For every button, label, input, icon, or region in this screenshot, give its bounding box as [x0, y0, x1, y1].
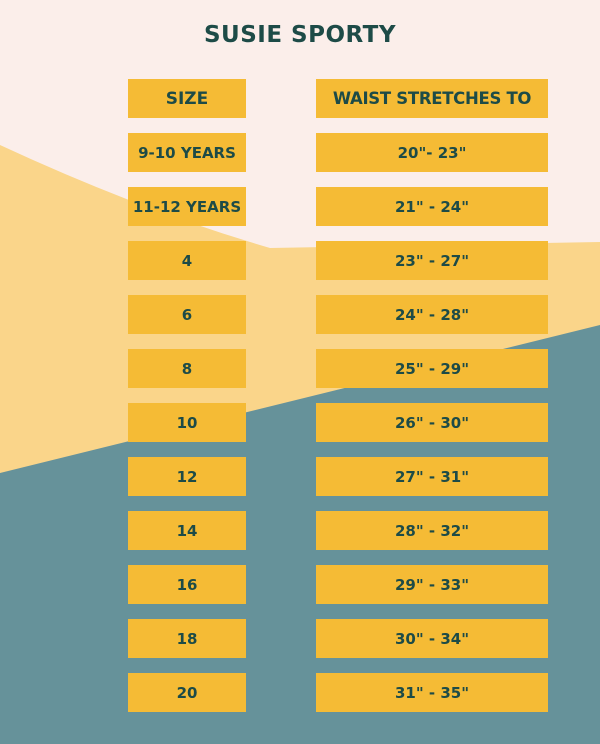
waist-cell: 23" - 27" — [316, 241, 548, 280]
size-cell: 9-10 YEARS — [128, 133, 246, 172]
waist-cell: 30" - 34" — [316, 619, 548, 658]
size-cell: 16 — [128, 565, 246, 604]
size-header: SIZE — [128, 79, 246, 118]
waist-cell: 28" - 32" — [316, 511, 548, 550]
size-cell: 10 — [128, 403, 246, 442]
waist-cell: 24" - 28" — [316, 295, 548, 334]
waist-cell: 25" - 29" — [316, 349, 548, 388]
size-cell: 6 — [128, 295, 246, 334]
size-cell: 18 — [128, 619, 246, 658]
table-header-row: SIZE WAIST STRETCHES TO — [128, 79, 548, 118]
table-row: 11-12 YEARS 21" - 24" — [128, 187, 548, 226]
table-row: 9-10 YEARS 20"- 23" — [128, 133, 548, 172]
table-row: 16 29" - 33" — [128, 565, 548, 604]
size-cell: 20 — [128, 673, 246, 712]
size-cell: 4 — [128, 241, 246, 280]
table-row: 10 26" - 30" — [128, 403, 548, 442]
waist-cell: 31" - 35" — [316, 673, 548, 712]
size-cell: 12 — [128, 457, 246, 496]
page-title: SUSIE SPORTY — [203, 22, 397, 48]
table-row: 8 25" - 29" — [128, 349, 548, 388]
size-cell: 14 — [128, 511, 246, 550]
waist-cell: 29" - 33" — [316, 565, 548, 604]
table-row: 12 27" - 31" — [128, 457, 548, 496]
size-chart-table: SIZE WAIST STRETCHES TO 9-10 YEARS 20"- 2… — [128, 79, 548, 712]
size-cell: 8 — [128, 349, 246, 388]
waist-cell: 20"- 23" — [316, 133, 548, 172]
table-row: 20 31" - 35" — [128, 673, 548, 712]
waist-cell: 27" - 31" — [316, 457, 548, 496]
table-row: 14 28" - 32" — [128, 511, 548, 550]
waist-cell: 26" - 30" — [316, 403, 548, 442]
table-row: 18 30" - 34" — [128, 619, 548, 658]
table-row: 6 24" - 28" — [128, 295, 548, 334]
size-cell: 11-12 YEARS — [128, 187, 246, 226]
waist-cell: 21" - 24" — [316, 187, 548, 226]
table-row: 4 23" - 27" — [128, 241, 548, 280]
waist-header: WAIST STRETCHES TO — [316, 79, 548, 118]
